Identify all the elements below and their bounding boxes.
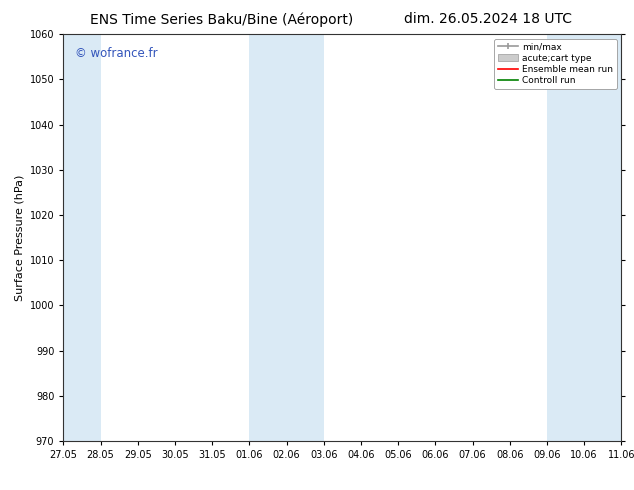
Text: ENS Time Series Baku/Bine (Aéroport): ENS Time Series Baku/Bine (Aéroport) xyxy=(90,12,354,27)
Y-axis label: Surface Pressure (hPa): Surface Pressure (hPa) xyxy=(14,174,24,301)
Text: © wofrance.fr: © wofrance.fr xyxy=(75,47,157,59)
Bar xyxy=(249,34,324,441)
Text: dim. 26.05.2024 18 UTC: dim. 26.05.2024 18 UTC xyxy=(404,12,572,26)
Bar xyxy=(63,34,101,441)
Legend: min/max, acute;cart type, Ensemble mean run, Controll run: min/max, acute;cart type, Ensemble mean … xyxy=(495,39,617,89)
Bar xyxy=(547,34,621,441)
